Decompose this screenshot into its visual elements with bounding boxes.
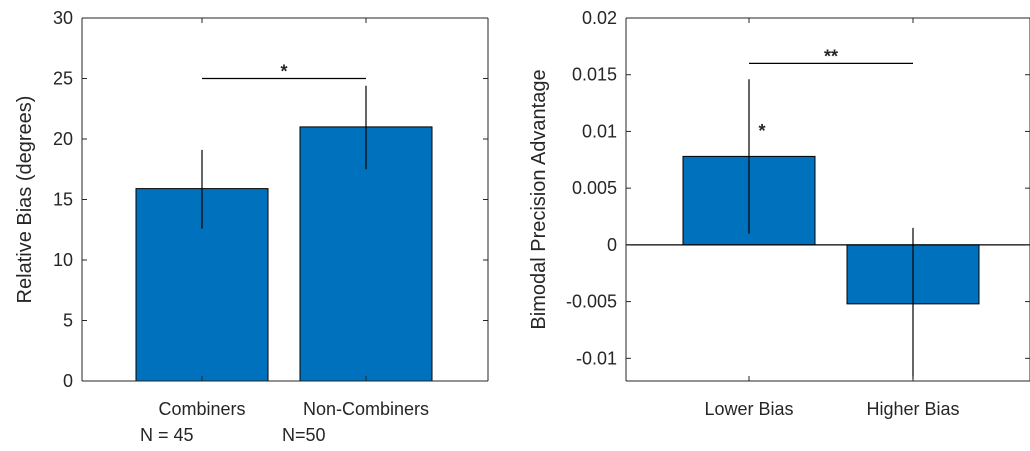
panel2-category-label: Higher Bias: [866, 399, 959, 419]
panel2-ytick-label: 0.02: [582, 8, 617, 28]
panel2-category-label: Lower Bias: [704, 399, 793, 419]
panel2-ytick-label: -0.01: [576, 348, 617, 368]
panel1-y-axis-label: Relative Bias (degrees): [14, 96, 36, 304]
panel1-ytick-label: 30: [53, 8, 73, 28]
panel1-significance-label: *: [280, 62, 287, 82]
panel1-ytick-label: 15: [53, 190, 73, 210]
panel1-ytick-label: 0: [63, 371, 73, 391]
panel2-y-axis-label: Bimodal Precision Advantage: [528, 69, 550, 329]
panel2-ytick-label: 0: [607, 235, 617, 255]
panel1-ytick-label: 10: [53, 250, 73, 270]
panel1-ytick-label: 5: [63, 311, 73, 331]
panel2-ytick-label: 0.015: [572, 65, 617, 85]
panel2-significance-label: **: [824, 46, 838, 66]
panel2-ytick-label: -0.005: [566, 292, 617, 312]
panel2-ytick-label: 0.005: [572, 178, 617, 198]
panel1-category-sublabel: N=50: [282, 425, 326, 445]
panel1-category-label: Non-Combiners: [303, 399, 429, 419]
panel1-ytick-label: 25: [53, 69, 73, 89]
panel1-ytick-label: 20: [53, 129, 73, 149]
panel2-ytick-label: 0.01: [582, 121, 617, 141]
panel1-category-sublabel: N = 45: [140, 425, 194, 445]
panel2-significance-label: *: [758, 121, 765, 141]
panel1-category-label: Combiners: [158, 399, 245, 419]
